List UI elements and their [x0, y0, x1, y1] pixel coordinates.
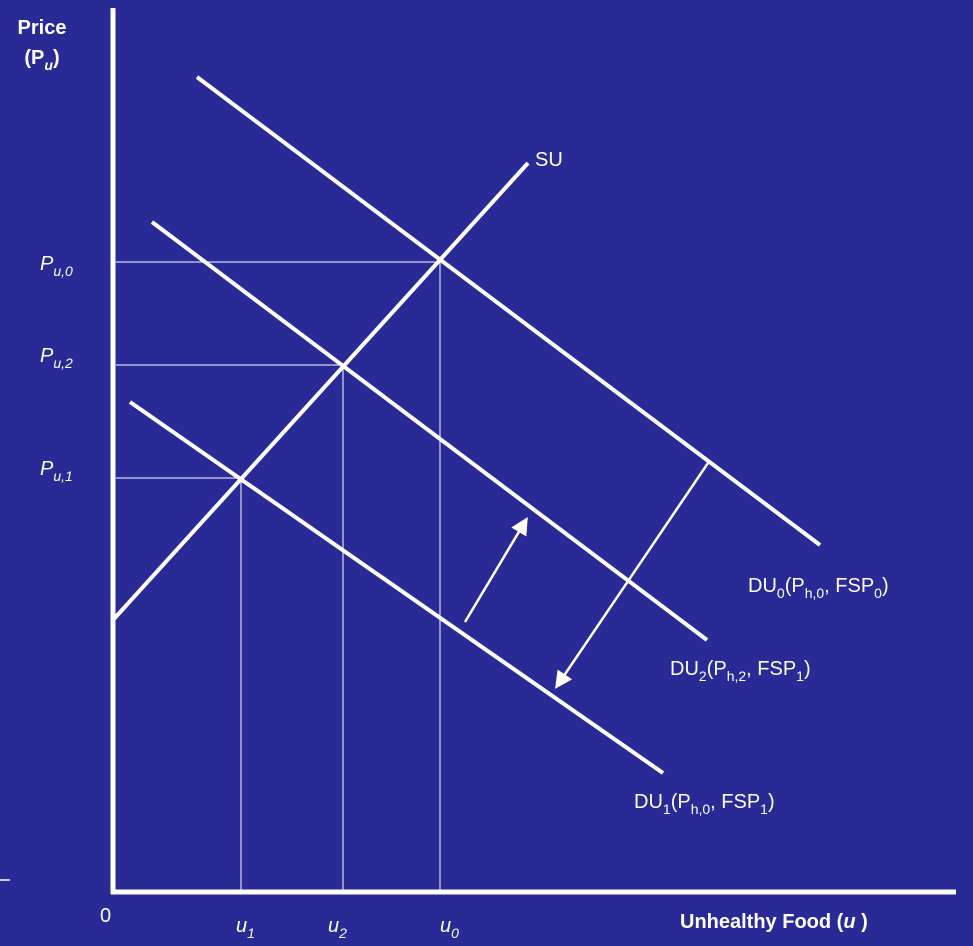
y-axis-label: Price [18, 17, 67, 39]
subscript: 1 [663, 801, 671, 817]
text-part: DU [748, 575, 777, 597]
variable: u [843, 911, 855, 933]
text-part: P [40, 345, 54, 367]
quantity-label: u2 [328, 915, 347, 941]
origin-label: 0 [100, 905, 111, 927]
subscript: 1 [796, 668, 804, 684]
subscript: 0 [874, 585, 882, 601]
subscript: 0 [777, 585, 785, 601]
demand-label: DU1(Ph,0, FSP1) [634, 791, 775, 817]
quantity-label: u0 [440, 915, 459, 941]
demand-curve [128, 400, 665, 775]
demand-label: DU0(Ph,0, FSP0) [748, 575, 889, 601]
text-part: ) [882, 575, 889, 597]
text-part: (P [671, 791, 691, 813]
subscript: u,0 [53, 263, 73, 279]
text-part: (P [785, 575, 805, 597]
text-part: ) [768, 791, 775, 813]
subscript: 1 [760, 801, 768, 817]
quantity-label: u1 [236, 915, 255, 941]
demand-curve [195, 75, 822, 547]
subscript: h,2 [727, 668, 747, 684]
subscript: 0 [451, 925, 459, 941]
text-part: , FSP [710, 791, 760, 813]
text-part: u [236, 915, 247, 937]
text-part: , FSP [824, 575, 874, 597]
text-part: P [40, 253, 54, 275]
demand-curve [150, 220, 709, 642]
price-label: Pu,0 [40, 253, 73, 279]
demand-label: DU2(Ph,2, FSP1) [670, 658, 811, 684]
text-part: ) [804, 658, 811, 680]
text-part: DU [634, 791, 663, 813]
text-part: P [40, 458, 54, 480]
text-part: (P [24, 47, 44, 69]
subscript: 2 [699, 668, 707, 684]
text-part: DU [670, 658, 699, 680]
text-part: (P [707, 658, 727, 680]
supply-curve [111, 161, 530, 622]
subscript: 2 [338, 925, 347, 941]
shift-arrow [555, 462, 710, 689]
subscript: h,0 [691, 801, 711, 817]
text-part: Unhealthy Food ( [680, 911, 844, 933]
text-part: ) [856, 911, 868, 933]
subscript: h,0 [805, 585, 825, 601]
text-part: , FSP [746, 658, 796, 680]
text-part: u [440, 915, 451, 937]
subscript: u,1 [53, 468, 72, 484]
subscript: u [44, 57, 53, 73]
x-axis-label: Unhealthy Food (u ) [680, 911, 868, 933]
text-part: ) [53, 47, 60, 69]
y-axis-label: (Pu) [24, 47, 59, 73]
price-label: Pu,2 [40, 345, 73, 371]
subscript: u,2 [53, 355, 73, 371]
price-label: Pu,1 [40, 458, 73, 484]
shift-arrow [463, 516, 528, 623]
subscript: 1 [247, 925, 255, 941]
supply-label: SU [535, 149, 563, 171]
text-part: u [328, 915, 339, 937]
